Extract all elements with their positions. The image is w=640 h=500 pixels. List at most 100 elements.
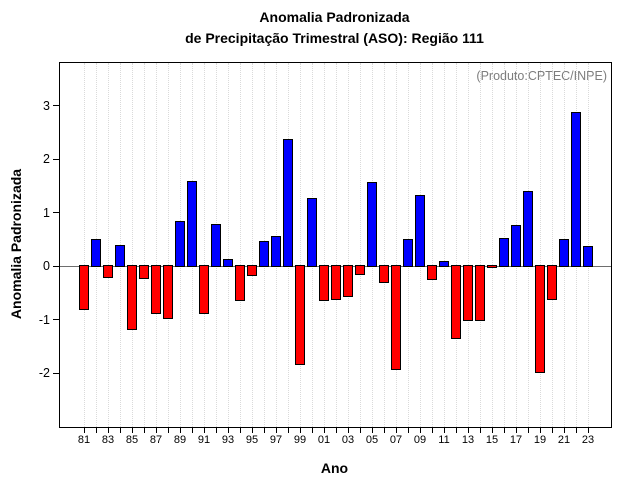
gridline-93 [228, 63, 229, 427]
bar-91 [199, 265, 209, 315]
bar-08 [403, 239, 413, 268]
bar-02 [331, 265, 341, 301]
gridline-04 [360, 63, 361, 427]
bar-82 [91, 239, 101, 268]
bar-18 [523, 191, 533, 268]
x-tick-90 [192, 428, 193, 433]
x-tick-16 [504, 428, 505, 433]
gridline-87 [156, 63, 157, 427]
x-tick-00 [312, 428, 313, 433]
x-tick-label-01: 01 [317, 434, 331, 446]
chart-title-line-2: de Precipitação Trimestral (ASO): Região… [185, 30, 484, 46]
x-tick-07 [396, 428, 397, 433]
x-tick-label-11: 11 [438, 434, 450, 446]
bar-93 [223, 259, 233, 268]
x-tick-label-05: 05 [365, 434, 379, 446]
bar-15 [487, 265, 497, 269]
bar-94 [235, 265, 245, 302]
y-tick-label-0: 0 [43, 259, 50, 274]
x-tick-label-07: 07 [389, 434, 403, 446]
y-tick-0 [53, 265, 59, 267]
x-tick-89 [180, 428, 181, 433]
x-tick-12 [456, 428, 457, 433]
gridline-85 [132, 63, 133, 427]
bar-21 [559, 239, 569, 268]
x-tick-label-81: 81 [77, 434, 91, 446]
bar-01 [319, 265, 329, 302]
x-tick-93 [228, 428, 229, 433]
y-tick-label--1: -1 [38, 312, 50, 327]
x-tick-13 [468, 428, 469, 433]
x-tick-22 [576, 428, 577, 433]
x-tick-label-95: 95 [245, 434, 259, 446]
x-tick-10 [432, 428, 433, 433]
y-tick--1 [53, 319, 59, 321]
bar-95 [247, 265, 257, 277]
x-tick-label-19: 19 [533, 434, 547, 446]
gridline-13 [468, 63, 469, 427]
bar-89 [175, 221, 185, 268]
bar-11 [439, 261, 449, 268]
x-tick-15 [492, 428, 493, 433]
gridline-15 [492, 63, 493, 427]
x-tick-label-99: 99 [293, 434, 307, 446]
x-tick-08 [408, 428, 409, 433]
bar-97 [271, 236, 281, 268]
bar-88 [163, 265, 173, 320]
gridline-91 [204, 63, 205, 427]
x-tick-label-87: 87 [149, 434, 163, 446]
x-tick-02 [336, 428, 337, 433]
y-tick-label-1: 1 [43, 205, 50, 220]
x-tick-21 [564, 428, 565, 433]
x-tick-87 [156, 428, 157, 433]
bar-04 [355, 265, 365, 276]
bar-12 [451, 265, 461, 340]
x-tick-label-23: 23 [581, 434, 595, 446]
y-axis-title: Anomalia Padronizada [8, 168, 24, 320]
x-tick-09 [420, 428, 421, 433]
x-tick-99 [300, 428, 301, 433]
bar-86 [139, 265, 149, 280]
bar-83 [103, 265, 113, 279]
x-tick-81 [84, 428, 85, 433]
gridline-84 [120, 63, 121, 427]
bar-96 [259, 241, 269, 268]
gridline-19 [540, 63, 541, 427]
x-tick-98 [288, 428, 289, 433]
gridline-99 [300, 63, 301, 427]
gridline-01 [324, 63, 325, 427]
y-tick--2 [53, 372, 59, 374]
gridline-06 [384, 63, 385, 427]
bar-87 [151, 265, 161, 315]
gridline-88 [168, 63, 169, 427]
gridline-95 [252, 63, 253, 427]
x-tick-95 [252, 428, 253, 433]
x-tick-label-09: 09 [413, 434, 427, 446]
bar-84 [115, 245, 125, 268]
gridline-81 [84, 63, 85, 427]
bar-00 [307, 198, 317, 268]
gridline-83 [108, 63, 109, 427]
bar-81 [79, 265, 89, 311]
x-tick-label-97: 97 [269, 434, 283, 446]
gridline-94 [240, 63, 241, 427]
gridline-20 [552, 63, 553, 427]
x-tick-86 [144, 428, 145, 433]
bar-19 [535, 265, 545, 374]
chart-title-line-1: Anomalia Padronizada [259, 9, 410, 25]
x-tick-03 [348, 428, 349, 433]
bar-98 [283, 139, 293, 268]
y-tick-label--2: -2 [38, 366, 50, 381]
x-tick-label-21: 21 [557, 434, 571, 446]
x-tick-05 [372, 428, 373, 433]
x-tick-01 [324, 428, 325, 433]
gridline-23 [588, 63, 589, 427]
bar-90 [187, 181, 197, 268]
source-annotation: (Produto:CPTEC/INPE) [476, 69, 607, 83]
bar-23 [583, 246, 593, 268]
x-tick-97 [276, 428, 277, 433]
x-tick-label-91: 91 [197, 434, 211, 446]
bar-09 [415, 195, 425, 268]
x-tick-label-85: 85 [125, 434, 139, 446]
